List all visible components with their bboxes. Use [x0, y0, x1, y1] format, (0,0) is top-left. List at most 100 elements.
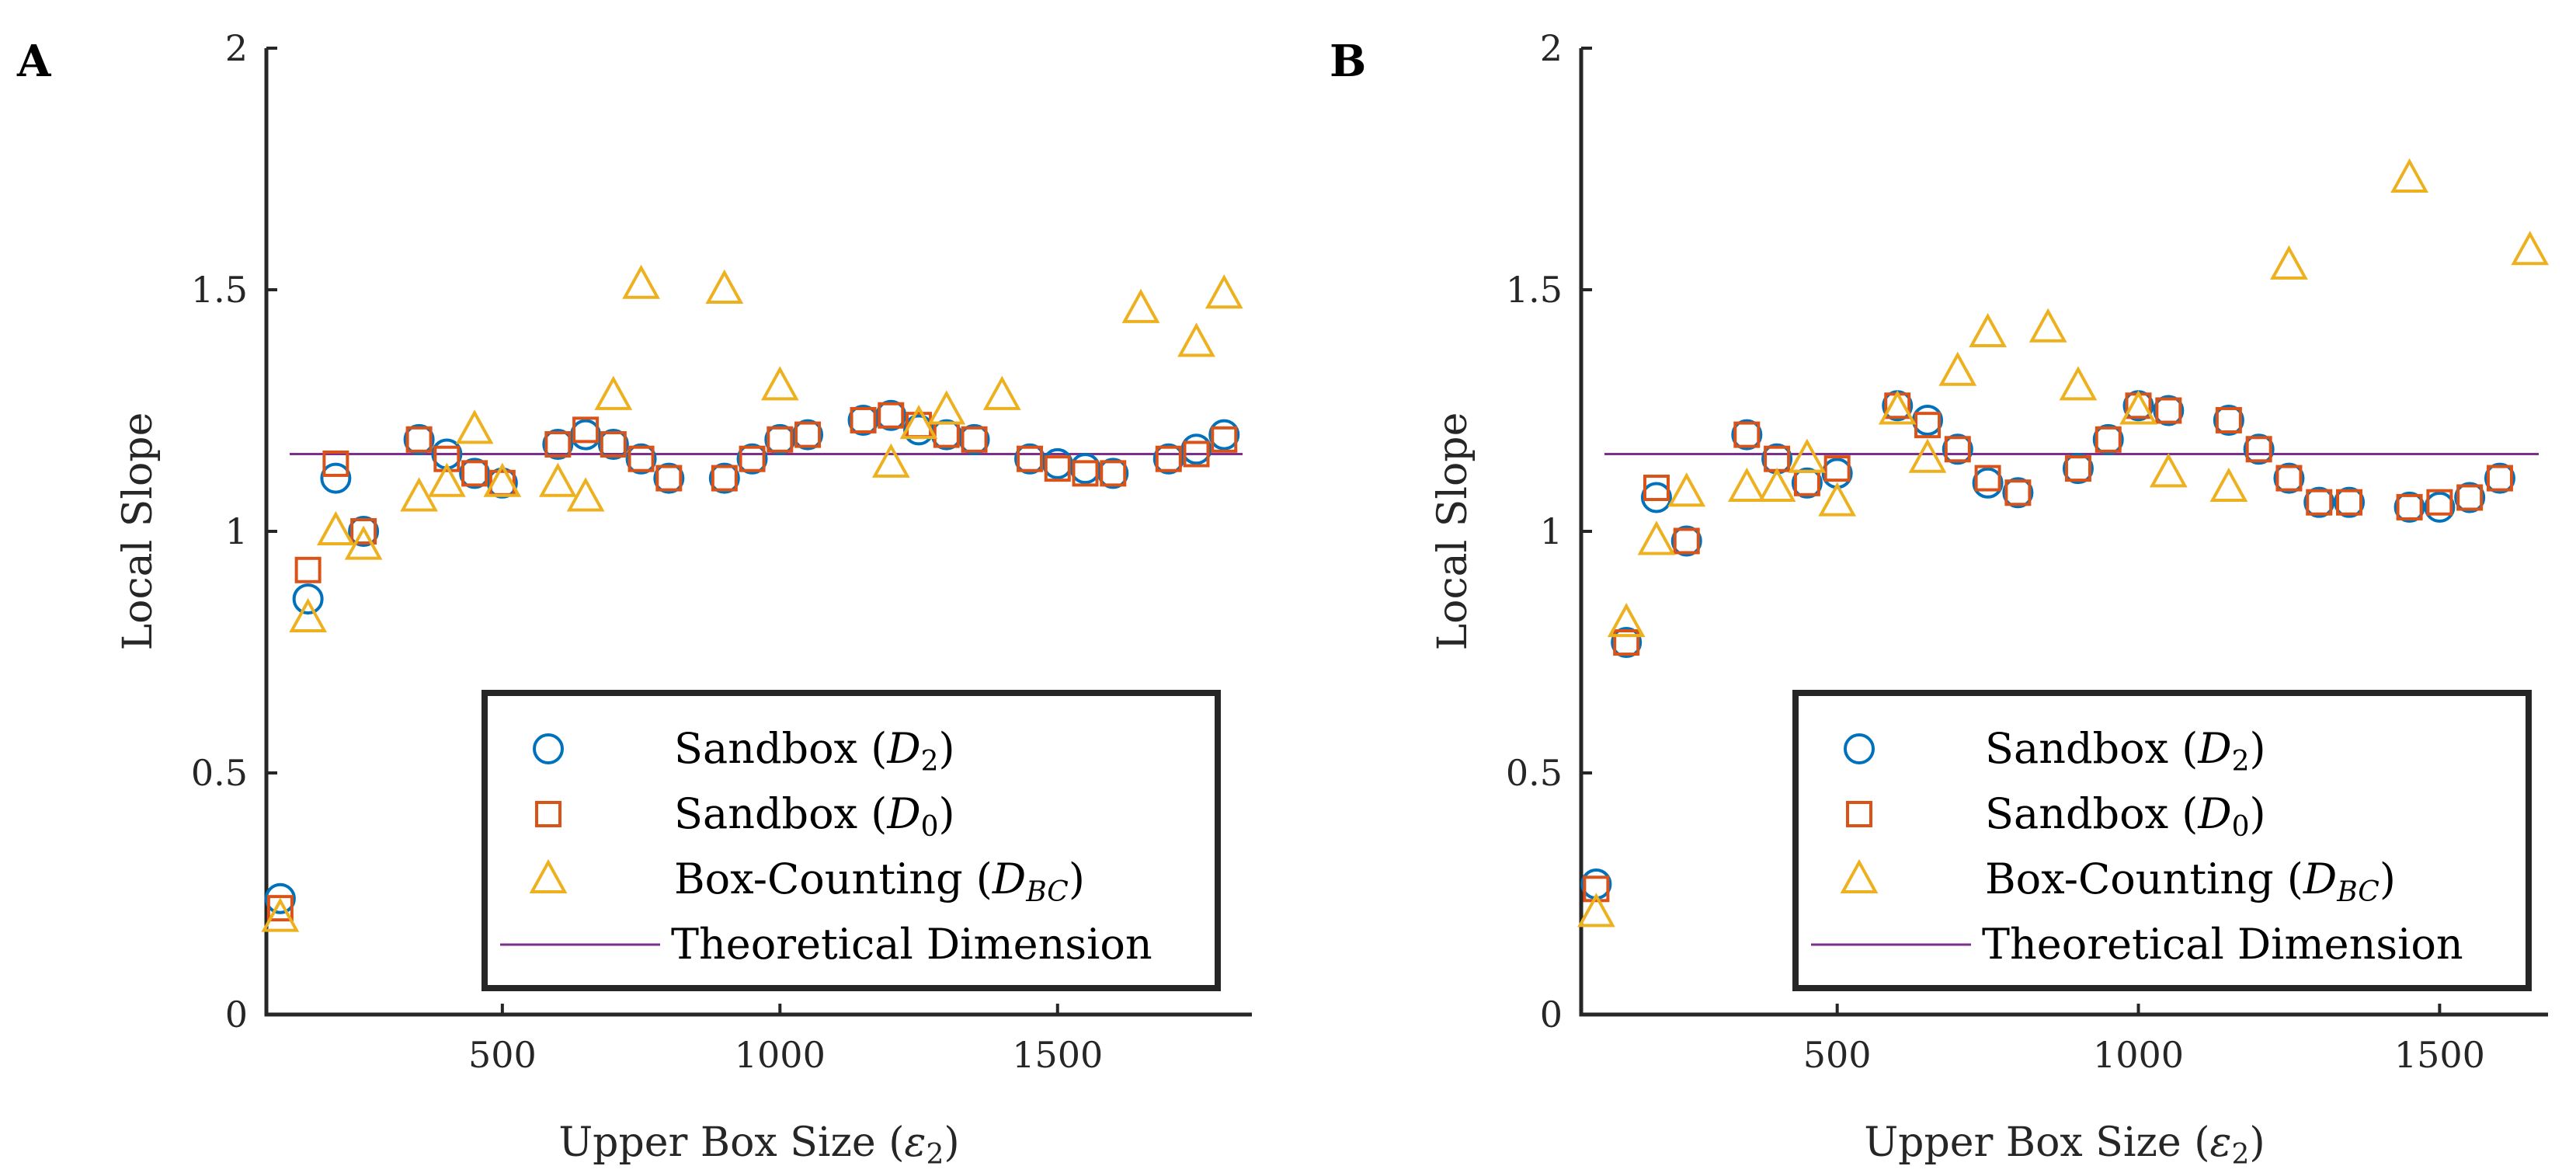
sandbox-d2-point	[1942, 433, 1973, 465]
x-tick-label: 1000	[2093, 1034, 2184, 1076]
sandbox-d2-point	[2393, 491, 2425, 523]
box-counting-point	[1727, 467, 1766, 503]
sandbox-d0-point	[794, 421, 822, 448]
sandbox-d0-point	[1974, 465, 2001, 492]
x-tick-label: 1500	[1012, 1034, 1103, 1076]
sandbox-d0-point	[1613, 629, 1640, 656]
sandbox-d2-point	[2454, 482, 2486, 513]
sandbox-d0-point	[1044, 455, 1071, 482]
sandbox-d2-point	[2243, 433, 2275, 465]
sandbox-d0-point	[1823, 455, 1851, 482]
sandbox-d2-point	[903, 414, 935, 446]
legend-entry-label: Sandbox (D2)	[1985, 724, 2266, 778]
box-counting-point	[622, 264, 660, 299]
box-counting-point	[400, 477, 438, 512]
y-tick-label: 0.5	[191, 752, 248, 794]
box-counting-point	[1818, 482, 1857, 517]
box-counting-point	[2511, 231, 2550, 266]
box-counting-point	[261, 897, 300, 932]
legend: Sandbox (D2) Sandbox (D0) Box-Counting (DB…	[481, 690, 1221, 991]
legend-entry-label: Box-Counting (DBC)	[1985, 855, 2396, 908]
sandbox-d0-point	[544, 431, 572, 458]
box-counting-point	[1205, 274, 1243, 309]
sandbox-d2-point	[597, 429, 629, 461]
chart-panel-a: A 0 0.5 1 1.5 2 500 1000 1500 Upper Box Size (ε2)…	[16, 27, 1252, 1171]
sandbox-d0-point	[266, 895, 294, 922]
legend-square-swatch	[535, 801, 561, 827]
x-tick-label: 1500	[2394, 1034, 2485, 1076]
sandbox-d0-point	[1764, 445, 1791, 472]
legend-entry-label: Box-Counting (DBC)	[674, 855, 1085, 908]
legend-square-swatch	[1846, 801, 1872, 827]
x-axis-label: Upper Box Size (ε2)	[1864, 1119, 2265, 1171]
sandbox-d0-point	[350, 518, 377, 545]
sandbox-d2-point	[1069, 453, 1101, 485]
sandbox-d0-point	[1100, 460, 1127, 487]
box-counting-point	[899, 405, 938, 440]
sandbox-d0-point	[1072, 460, 1099, 487]
box-counting-point	[2059, 366, 2098, 401]
sandbox-d0-point	[739, 445, 766, 472]
sandbox-d0-point	[1183, 440, 1210, 468]
box-counting-point	[760, 366, 799, 401]
legend-circle-swatch	[533, 733, 564, 764]
box-counting-point	[1938, 351, 1977, 386]
box-counting-point	[2390, 158, 2428, 193]
x-axis-label: Upper Box Size (ε2)	[558, 1119, 959, 1171]
sandbox-d0-point	[572, 416, 600, 444]
sandbox-d0-point	[1914, 412, 1942, 439]
box-counting-point	[2119, 390, 2157, 425]
y-tick-label: 0.5	[1506, 752, 1563, 794]
box-counting-point	[316, 510, 355, 545]
sandbox-d0-point	[1673, 527, 1700, 555]
legend-box	[1792, 690, 2532, 991]
sandbox-d0-point	[655, 465, 683, 492]
y-tick-label: 1.5	[1506, 269, 1563, 311]
sandbox-d2-point	[875, 399, 907, 431]
x-tick-label: 500	[468, 1034, 537, 1076]
box-counting-point	[1637, 520, 1676, 555]
sandbox-d2-point	[708, 462, 740, 494]
box-counting-point	[566, 477, 605, 512]
sandbox-d0-point	[2426, 489, 2453, 516]
sandbox-d2-point	[459, 458, 491, 489]
box-counting-point	[2270, 245, 2308, 280]
sandbox-d2-point	[2273, 462, 2305, 494]
sandbox-d2-point	[792, 419, 824, 451]
sandbox-d2-point	[1670, 525, 1702, 557]
sandbox-d0-point	[933, 421, 960, 448]
box-counting-point	[344, 525, 383, 560]
box-counting-point	[705, 269, 744, 304]
sandbox-d2-point	[348, 516, 380, 547]
box-counting-point	[594, 375, 633, 410]
sandbox-d0-point	[627, 445, 655, 472]
sandbox-d2-point	[1640, 482, 1672, 513]
y-tick-label: 2	[1540, 27, 1563, 69]
sandbox-d2-point	[320, 462, 352, 494]
sandbox-d2-point	[2303, 486, 2335, 518]
chart-panel-b: B 0 0.5 1 1.5 2 500 1000 1500 Upper Box Size (ε2)…	[1330, 27, 2550, 1171]
sandbox-d0-point	[1155, 445, 1182, 472]
sandbox-d0-point	[2155, 397, 2182, 424]
sandbox-d0-point	[2396, 493, 2423, 520]
sandbox-d2-point	[2153, 395, 2185, 426]
sandbox-d2-point	[1731, 419, 1763, 451]
sandbox-d0-point	[1583, 875, 1610, 903]
sandbox-d2-point	[764, 423, 796, 455]
sandbox-d2-point	[1208, 419, 1240, 451]
sandbox-d2-point	[625, 443, 657, 475]
sandbox-d2-point	[1972, 467, 2004, 499]
y-axis-label: Local Slope	[115, 412, 162, 651]
legend-entry-label: Sandbox (D0)	[1985, 789, 2266, 843]
sandbox-d2-point	[2484, 462, 2515, 494]
sandbox-d2-point	[2424, 491, 2456, 523]
sandbox-d0-point	[711, 465, 738, 492]
sandbox-d2-point	[847, 404, 879, 436]
box-counting-point	[289, 597, 328, 632]
y-tick-label: 1	[1540, 510, 1563, 552]
x-tick-label: 1000	[735, 1034, 826, 1076]
sandbox-d0-point	[1017, 445, 1044, 472]
legend-box	[481, 690, 1221, 991]
y-axis-label: Local Slope	[1430, 412, 1476, 651]
sandbox-d2-point	[2213, 404, 2244, 436]
